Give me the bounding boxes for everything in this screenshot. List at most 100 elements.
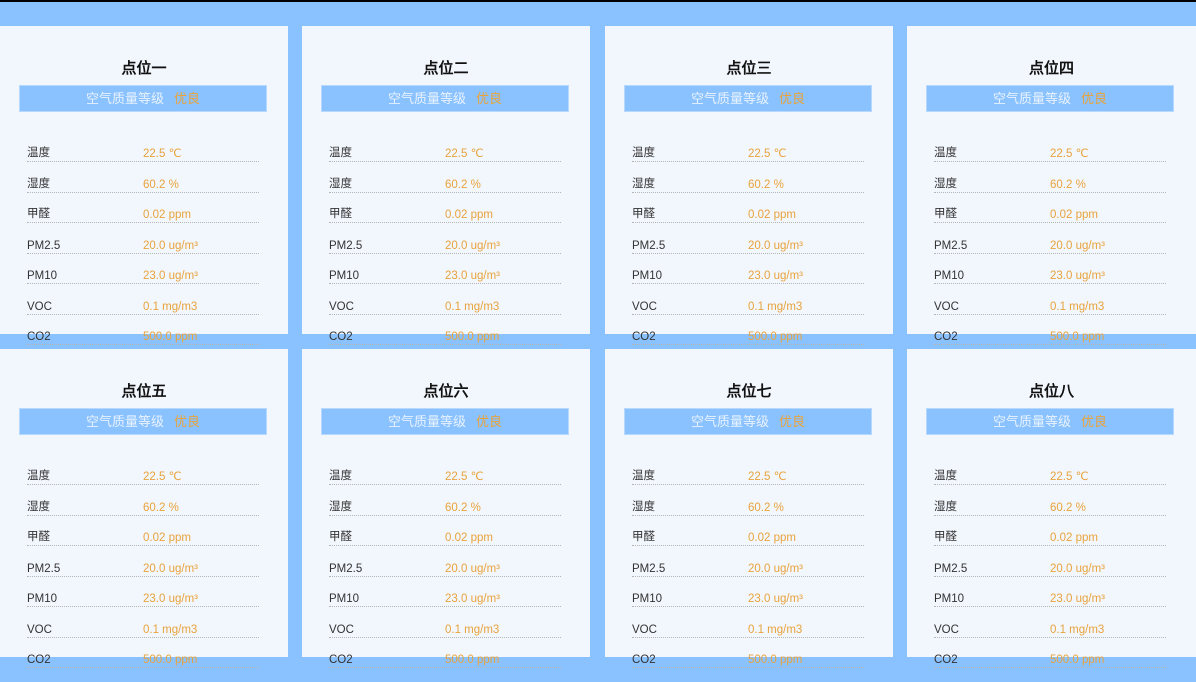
air-quality-banner: 空气质量等级 优良 [321, 85, 569, 112]
metric-label: PM10 [329, 593, 360, 605]
metric-label: 湿度 [329, 177, 352, 190]
metric-row: VOC 0.1 mg/m3 [329, 607, 561, 638]
metric-row: PM2.5 20.0 ug/m³ [934, 546, 1166, 577]
metric-label: CO2 [632, 331, 656, 343]
metric-label: VOC [632, 300, 657, 313]
card-title: 点位七 [726, 383, 772, 400]
metric-label: 温度 [934, 470, 957, 482]
metric-value: 0.1 mg/m3 [1050, 300, 1105, 313]
metric-label: VOC [329, 300, 354, 313]
metric-row: CO2 500.0 ppm [632, 315, 864, 345]
metric-value: 60.2 % [143, 501, 179, 514]
metric-row: PM10 23.0 ug/m³ [27, 254, 259, 284]
air-quality-banner: 空气质量等级 优良 [926, 408, 1174, 435]
metric-label: CO2 [632, 654, 656, 666]
air-quality-label: 空气质量等级 [387, 414, 466, 429]
monitor-point-card: 点位八 空气质量等级 优良 温度 22.5 ℃ 湿度 60.2 % 甲醛 0.02… [907, 349, 1196, 668]
metric-row: CO2 500.0 ppm [27, 638, 259, 668]
metric-label: PM2.5 [934, 239, 968, 252]
monitor-point-card: 点位三 空气质量等级 优良 温度 22.5 ℃ 湿度 60.2 % 甲醛 0.02… [605, 26, 893, 345]
air-quality-label: 空气质量等级 [85, 91, 164, 106]
metric-value: 60.2 % [1050, 501, 1086, 514]
metric-label: VOC [27, 623, 52, 636]
metric-row: 湿度 60.2 % [329, 162, 561, 193]
air-quality-banner: 空气质量等级 优良 [624, 408, 872, 435]
metric-row: PM2.5 20.0 ug/m³ [27, 223, 259, 254]
air-quality-label: 空气质量等级 [992, 414, 1071, 429]
card-title: 点位一 [121, 60, 167, 77]
metric-label: PM10 [27, 270, 58, 282]
metric-row: VOC 0.1 mg/m3 [27, 284, 259, 315]
metric-row: PM2.5 20.0 ug/m³ [934, 223, 1166, 254]
air-quality-label: 空气质量等级 [85, 414, 164, 429]
metric-value: 20.0 ug/m³ [143, 239, 198, 252]
metric-value: 22.5 ℃ [445, 471, 484, 483]
metric-label: 温度 [329, 147, 352, 159]
metric-row: 湿度 60.2 % [632, 485, 864, 516]
metric-label: VOC [329, 623, 354, 636]
metric-label: 湿度 [934, 177, 957, 190]
metric-row: 甲醛 0.02 ppm [934, 516, 1166, 546]
metric-value: 23.0 ug/m³ [143, 270, 198, 282]
metric-value: 20.0 ug/m³ [748, 562, 803, 575]
air-quality-grade: 优良 [476, 91, 503, 106]
metric-value: 0.02 ppm [748, 209, 796, 221]
metric-label: CO2 [27, 654, 51, 666]
metric-row: PM10 23.0 ug/m³ [329, 577, 561, 607]
air-quality-grade: 优良 [779, 91, 806, 106]
metric-row: PM10 23.0 ug/m³ [632, 577, 864, 607]
metric-row: 温度 22.5 ℃ [329, 140, 561, 162]
metric-row: 甲醛 0.02 ppm [27, 516, 259, 546]
metric-label: 湿度 [27, 500, 50, 513]
metric-value: 0.1 mg/m3 [445, 623, 500, 636]
card-title: 点位三 [726, 60, 772, 77]
metric-row: 甲醛 0.02 ppm [632, 193, 864, 223]
metric-row: PM10 23.0 ug/m³ [632, 254, 864, 284]
metric-row: 甲醛 0.02 ppm [27, 193, 259, 223]
metric-label: 甲醛 [934, 208, 957, 220]
metric-value: 22.5 ℃ [748, 148, 787, 160]
metric-label: 湿度 [632, 500, 655, 513]
metric-value: 60.2 % [748, 178, 784, 191]
monitor-point-card: 点位五 空气质量等级 优良 温度 22.5 ℃ 湿度 60.2 % 甲醛 0.02… [0, 349, 288, 668]
metric-value: 500.0 ppm [445, 654, 500, 666]
card-title: 点位二 [423, 60, 469, 77]
metric-label: PM2.5 [329, 562, 363, 575]
metric-value: 23.0 ug/m³ [1050, 270, 1105, 282]
metric-value: 22.5 ℃ [143, 471, 182, 483]
metric-value: 23.0 ug/m³ [1050, 593, 1105, 605]
metric-value: 0.1 mg/m3 [445, 300, 500, 313]
metric-value: 60.2 % [143, 178, 179, 191]
metric-value: 0.02 ppm [748, 532, 796, 544]
card-title: 点位四 [1028, 60, 1074, 77]
metric-label: CO2 [329, 654, 353, 666]
metric-label: VOC [27, 300, 52, 313]
metric-value: 0.02 ppm [1050, 532, 1098, 544]
metric-value: 20.0 ug/m³ [748, 239, 803, 252]
metric-value: 60.2 % [748, 501, 784, 514]
metric-label: PM2.5 [27, 239, 61, 252]
air-quality-label: 空气质量等级 [690, 414, 769, 429]
metric-label: 甲醛 [27, 531, 50, 543]
metric-row: VOC 0.1 mg/m3 [934, 607, 1166, 638]
metric-label: 湿度 [934, 500, 957, 513]
metric-list: 温度 22.5 ℃ 湿度 60.2 % 甲醛 0.02 ppm PM2.5 20… [27, 463, 259, 668]
monitor-point-card: 点位六 空气质量等级 优良 温度 22.5 ℃ 湿度 60.2 % 甲醛 0.02… [302, 349, 590, 668]
metric-row: 温度 22.5 ℃ [27, 140, 259, 162]
metric-label: 湿度 [27, 177, 50, 190]
metric-label: PM2.5 [934, 562, 968, 575]
metric-row: PM2.5 20.0 ug/m³ [632, 223, 864, 254]
metric-value: 500.0 ppm [1050, 654, 1105, 666]
metric-row: CO2 500.0 ppm [934, 315, 1166, 345]
metric-row: VOC 0.1 mg/m3 [27, 607, 259, 638]
monitor-point-card: 点位二 空气质量等级 优良 温度 22.5 ℃ 湿度 60.2 % 甲醛 0.02… [302, 26, 590, 345]
metric-row: VOC 0.1 mg/m3 [329, 284, 561, 315]
metric-value: 0.02 ppm [143, 532, 191, 544]
metric-row: VOC 0.1 mg/m3 [632, 284, 864, 315]
metric-row: PM10 23.0 ug/m³ [934, 254, 1166, 284]
top-border [0, 0, 1196, 2]
metric-label: 甲醛 [632, 208, 655, 220]
metric-list: 温度 22.5 ℃ 湿度 60.2 % 甲醛 0.02 ppm PM2.5 20… [329, 463, 561, 668]
metric-label: PM2.5 [632, 239, 666, 252]
metric-label: 甲醛 [329, 531, 352, 543]
